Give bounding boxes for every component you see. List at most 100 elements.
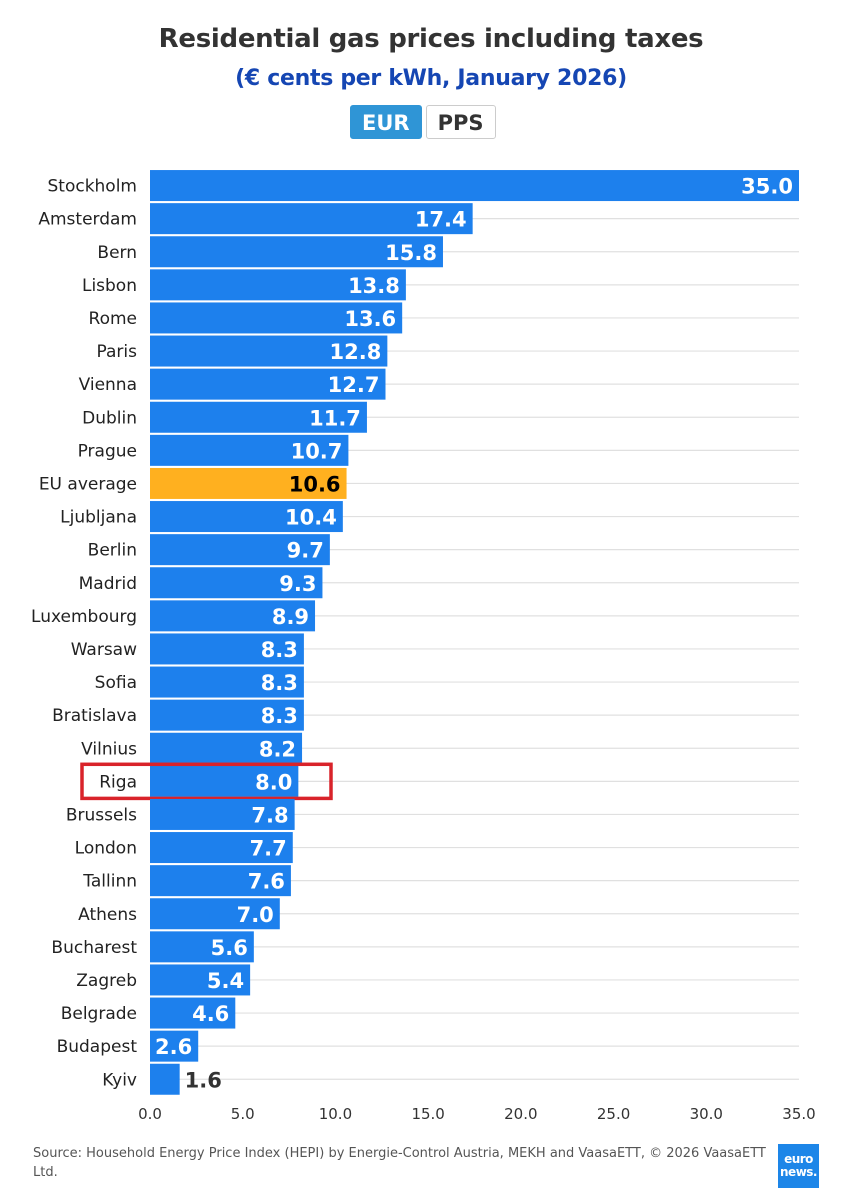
data-label: 9.3 (279, 572, 316, 596)
bar[interactable] (150, 1030, 199, 1062)
category-label: Paris (97, 342, 138, 362)
category-label: Bucharest (51, 938, 137, 958)
bar[interactable] (150, 269, 406, 301)
bar[interactable] (150, 1063, 180, 1095)
bar[interactable] (150, 302, 403, 334)
category-label: Belgrade (61, 1004, 137, 1024)
bar[interactable] (150, 798, 295, 830)
category-label: EU average (39, 474, 137, 494)
data-label: 8.3 (261, 704, 298, 728)
x-tick-label: 25.0 (597, 1105, 630, 1123)
x-tick-label: 35.0 (782, 1105, 815, 1123)
bar-highlight[interactable] (150, 467, 347, 499)
euronews-logo: euro news. (778, 1144, 819, 1188)
x-tick-label: 5.0 (231, 1105, 255, 1123)
data-label: 7.8 (251, 803, 288, 827)
data-label: 13.6 (344, 307, 396, 331)
category-label: Warsaw (71, 640, 137, 660)
category-label: Madrid (79, 574, 137, 594)
data-label: 5.6 (211, 936, 248, 960)
data-label: 9.7 (287, 539, 324, 563)
data-label: 35.0 (741, 175, 793, 199)
eur-toggle-button[interactable]: EUR (350, 105, 422, 139)
bar-chart: 0.0 5.0 10.0 15.0 20.0 25.0 30.0 35.0 Stockholm 3… (31, 170, 816, 1123)
category-label: Tallinn (82, 872, 137, 892)
bar[interactable] (150, 335, 388, 367)
bar[interactable] (150, 765, 299, 797)
bar[interactable] (150, 666, 304, 698)
data-label: 8.9 (272, 605, 309, 629)
data-label: 1.6 (185, 1068, 222, 1092)
data-label: 7.0 (237, 903, 274, 927)
data-label: 8.2 (259, 737, 296, 761)
data-label: 15.8 (385, 241, 437, 265)
category-label: Lisbon (82, 276, 137, 296)
category-label: Athens (78, 905, 137, 925)
bar[interactable] (150, 600, 316, 632)
data-label: 8.3 (261, 638, 298, 662)
category-label: Zagreb (76, 971, 137, 991)
bar[interactable] (150, 832, 293, 864)
category-label: Luxembourg (31, 607, 137, 627)
highlight-box (80, 762, 333, 801)
bar[interactable] (150, 501, 343, 533)
category-label: London (75, 839, 137, 859)
category-label: Riga (99, 772, 137, 792)
category-label: Sofia (95, 673, 137, 693)
source-note: Source: Household Energy Price Index (HE… (33, 1146, 766, 1180)
category-label: Bratislava (52, 706, 137, 726)
bar[interactable] (150, 534, 330, 566)
category-label: Berlin (88, 541, 137, 561)
category-label: Rome (89, 309, 137, 329)
data-label: 8.3 (261, 671, 298, 695)
chart-title: Residential gas prices including taxes (158, 24, 704, 54)
data-label: 4.6 (192, 1002, 229, 1026)
logo-line-2: news. (780, 1165, 817, 1179)
bar[interactable] (150, 898, 280, 930)
bar[interactable] (150, 203, 473, 235)
data-label: 8.0 (255, 770, 292, 794)
data-label: 5.4 (207, 969, 244, 993)
bar[interactable] (150, 236, 443, 268)
category-label: Budapest (57, 1037, 138, 1057)
data-label: 12.7 (328, 373, 380, 397)
bar[interactable] (150, 401, 367, 433)
x-tick-label: 30.0 (690, 1105, 723, 1123)
category-label: Vilnius (81, 739, 137, 759)
bar[interactable] (150, 732, 303, 764)
pps-toggle-button[interactable]: PPS (425, 105, 496, 139)
x-tick-label: 0.0 (138, 1105, 162, 1123)
bar[interactable] (150, 434, 349, 466)
bar[interactable] (150, 699, 304, 731)
bar[interactable] (150, 865, 291, 897)
bar[interactable] (150, 964, 251, 996)
data-label: 17.4 (415, 208, 467, 232)
category-label: Prague (78, 441, 137, 461)
bar[interactable] (150, 931, 254, 963)
bar[interactable] (150, 567, 323, 599)
data-label: 11.7 (309, 406, 361, 430)
bar[interactable] (150, 368, 386, 400)
category-label: Dublin (82, 408, 137, 428)
bar[interactable] (150, 997, 236, 1029)
data-label: 10.7 (291, 439, 343, 463)
data-label: 7.7 (250, 837, 287, 861)
category-label: Bern (97, 243, 137, 263)
x-tick-label: 15.0 (411, 1105, 444, 1123)
currency-toggle: EUR PPS (350, 105, 496, 139)
data-label: 10.4 (285, 506, 337, 530)
category-label: Stockholm (47, 177, 137, 197)
data-label: 2.6 (155, 1035, 192, 1059)
bar[interactable] (150, 170, 799, 202)
data-label: 10.6 (289, 472, 341, 496)
data-label: 13.8 (348, 274, 400, 298)
logo-line-1: euro (784, 1152, 813, 1166)
chart-subtitle: (€ cents per kWh, January 2026) (235, 66, 627, 91)
data-label: 12.8 (330, 340, 382, 364)
category-label: Brussels (66, 805, 137, 825)
bar[interactable] (150, 633, 304, 665)
x-tick-label: 20.0 (504, 1105, 537, 1123)
category-label: Amsterdam (38, 210, 137, 230)
category-label: Kyiv (102, 1070, 137, 1090)
data-label: 7.6 (248, 870, 285, 894)
